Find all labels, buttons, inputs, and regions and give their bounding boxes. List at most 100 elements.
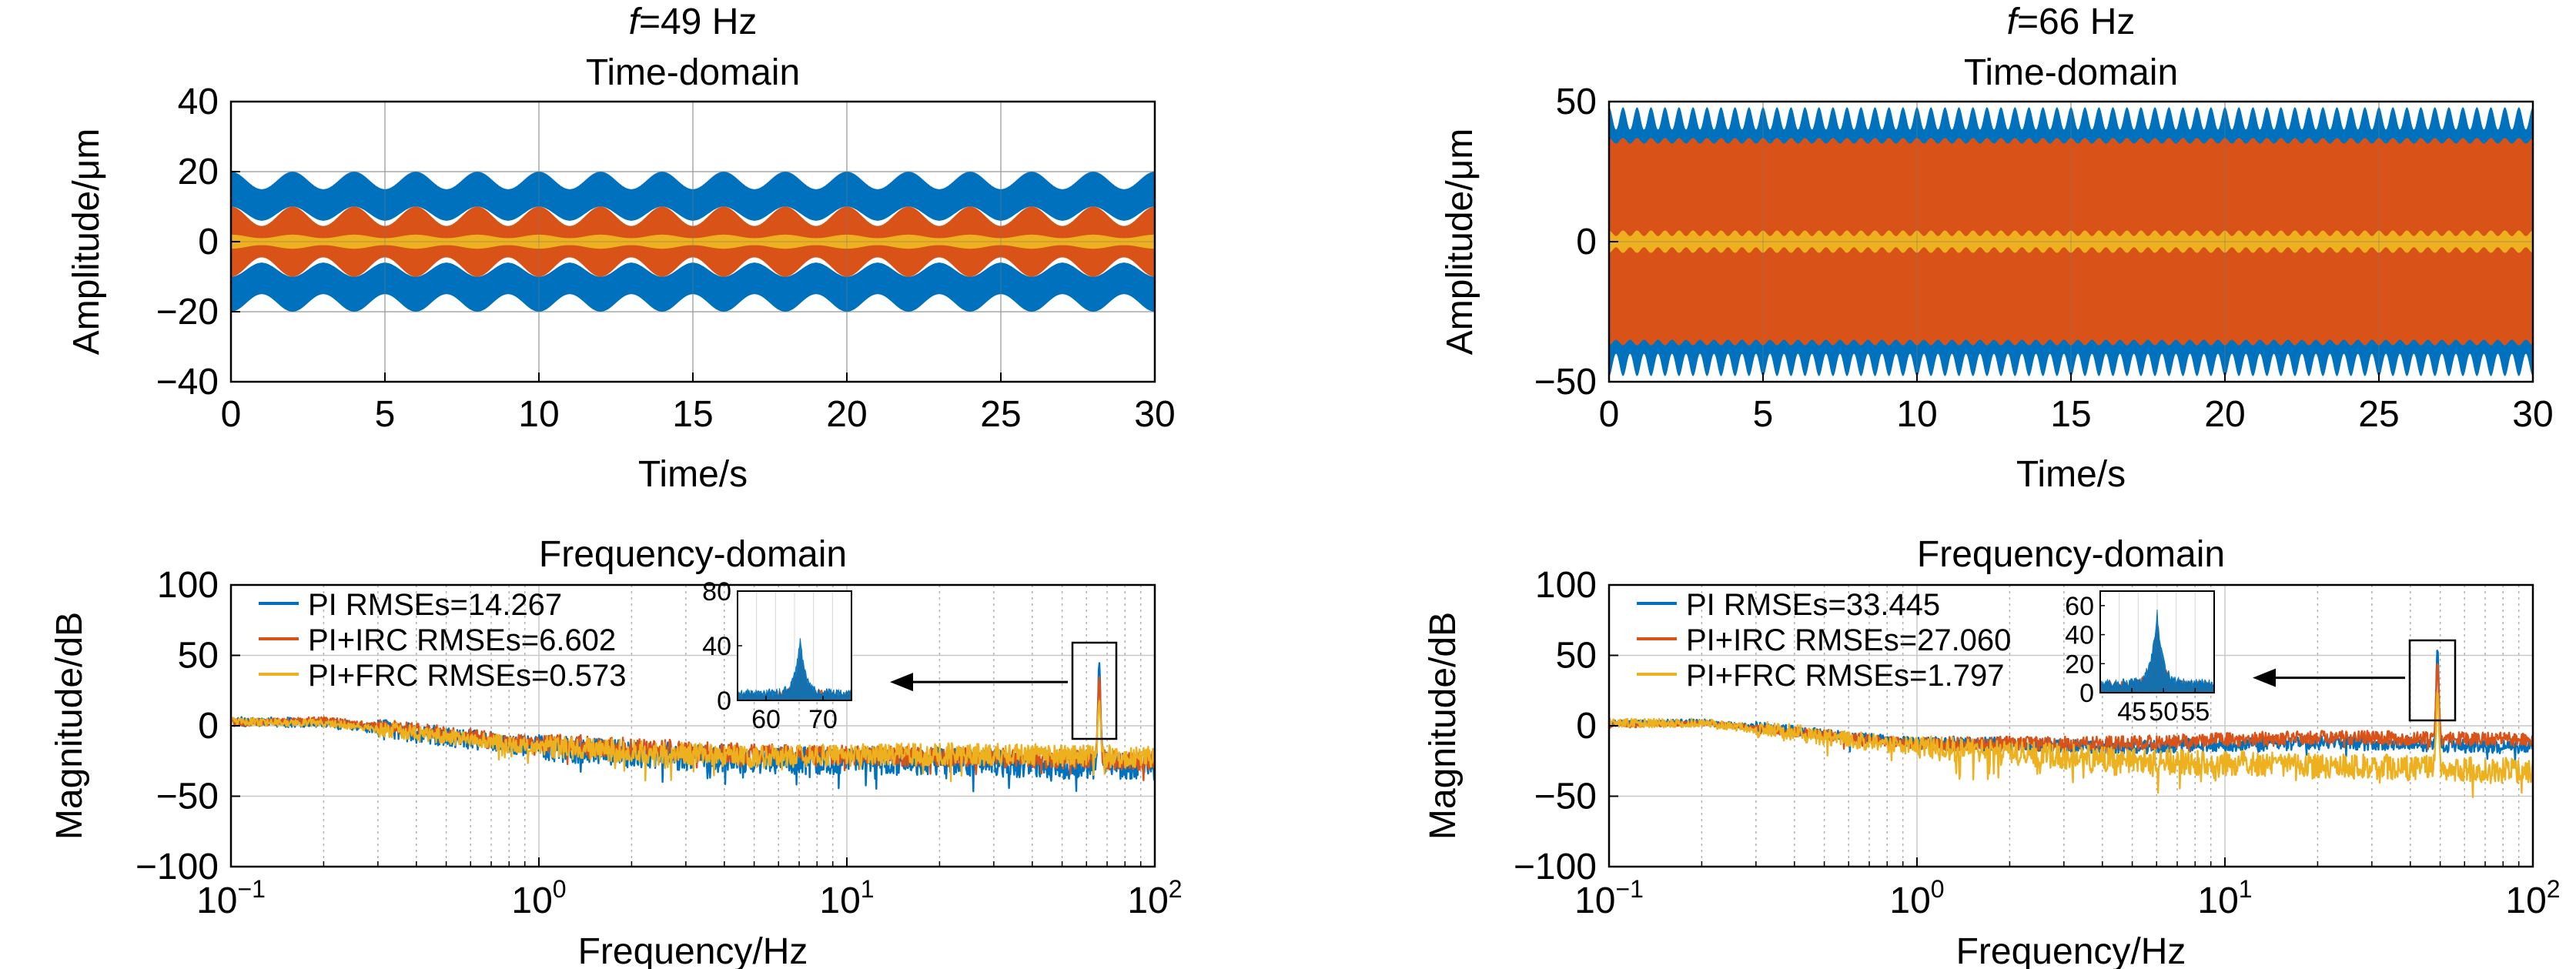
freq-49-title: Frequency-domain (539, 534, 847, 575)
freq-49-y-tick-label-1: −50 (156, 777, 219, 817)
freq-66-ticks: 10−1 100 101 102 −100 −50 0 50 100 (1514, 565, 2561, 921)
freq-49-x-tick-label-0: 10−1 (196, 875, 266, 921)
time-49-y-tick-label-3: 20 (178, 152, 219, 192)
freq-66-zoom-arrow-head (2253, 668, 2276, 687)
freq-66-x-tick-label-2: 101 (2197, 875, 2252, 921)
time-66-x-tick-label-6: 30 (2512, 394, 2553, 435)
freq-66-y-tick-label-2: 0 (1576, 706, 1597, 747)
freq-66-y-tick-label-0: −100 (1514, 847, 1597, 887)
freq-66-panel: 10−1 100 101 102 −100 −50 0 50 100 PI RMSEs=33.4… (1423, 565, 2561, 969)
time-49-x-tick-label-1: 5 (375, 394, 396, 435)
freq-66-x-tick-label-0: 10−1 (1574, 875, 1644, 921)
time-66-x-tick-label-3: 15 (2050, 394, 2091, 435)
time-66-xlabel: Time/s (2016, 454, 2126, 495)
time-49-x-tick-label-0: 0 (221, 394, 242, 435)
freq-49-zoom-arrow-head (890, 673, 913, 692)
time-49-x-tick-label-4: 20 (826, 394, 867, 435)
time-49-x-tick-label-3: 15 (672, 394, 713, 435)
time-49-y-tick-label-1: −20 (156, 292, 219, 332)
time-49-marks (231, 102, 1155, 382)
freq-49-inset-y-tick-label-0: 0 (717, 687, 731, 716)
freq-49-x-tick-label-3: 102 (1127, 875, 1182, 921)
freq-49-y-tick-label-4: 100 (157, 565, 219, 606)
time-49-y-tick-label-2: 0 (198, 222, 219, 262)
time-66-x-tick-label-4: 20 (2204, 394, 2245, 435)
freq-49-inset-x-tick-label-1: 70 (808, 705, 838, 734)
freq-66-inset-x-tick-label-0: 45 (2117, 697, 2146, 727)
freq-49-inset: 0 40 80 60 70 (702, 577, 1118, 740)
time-66-y-tick-label-0: −50 (1534, 362, 1597, 403)
time-66-y-tick-label-2: 50 (1556, 82, 1597, 122)
time-66-y-tick-label-1: 0 (1576, 222, 1597, 262)
freq-49-panel: 10−1 100 101 102 −100 −50 0 50 100 PI RMSEs=14.2… (49, 565, 1183, 969)
freq-49-x-tick-label-2: 101 (819, 875, 874, 921)
freq-66-inset-series-pi (2099, 609, 2215, 693)
freq-49-legend-label-frc: PI+FRC RMSEs=0.573 (308, 659, 627, 693)
freq-49-legend-label-irc: PI+IRC RMSEs=6.602 (308, 623, 616, 657)
time-66-x-tick-label-1: 5 (1753, 394, 1774, 435)
freq-66-y-tick-label-3: 50 (1556, 636, 1597, 677)
time-49-series-frc (231, 234, 1155, 249)
time-66-series-frc (1609, 230, 2533, 253)
freq-49-legend-label-pi: PI RMSEs=14.267 (308, 588, 562, 622)
freq-49-ticks: 10−1 100 101 102 −100 −50 0 50 100 (135, 565, 1183, 921)
freq-66-inset-y-tick-label-1: 20 (2065, 650, 2094, 679)
freq-66-x-tick-label-1: 100 (1889, 875, 1944, 921)
freq-49-inset-y-tick-label-2: 80 (702, 577, 731, 606)
freq-66-inset-y-tick-label-0: 0 (2079, 679, 2094, 708)
freq-66-legend-label-irc: PI+IRC RMSEs=27.060 (1686, 623, 2011, 657)
freq-49-y-tick-label-3: 50 (178, 636, 219, 677)
time-49-title: Time-domain (586, 52, 800, 93)
freq-49-inset-series-pi (737, 638, 852, 701)
freq-66-y-tick-label-1: −50 (1534, 777, 1597, 817)
freq-66-y-tick-label-4: 100 (1535, 565, 1597, 606)
freq-66-legend-label-frc: PI+FRC RMSEs=1.797 (1686, 659, 2005, 693)
freq-49-x-tick-label-1: 100 (511, 875, 566, 921)
freq-49-series-frc (229, 700, 1156, 783)
freq-66-inset-y-tick-label-3: 60 (2065, 592, 2094, 621)
time-49-series-pi-lower (231, 262, 1155, 312)
time-66-ylabel: Amplitude/μm (1440, 129, 1480, 355)
time-66-x-tick-label-5: 25 (2358, 394, 2399, 435)
freq-66-zoom-box (2408, 639, 2457, 722)
time-66-x-tick-label-2: 10 (1896, 394, 1937, 435)
freq-49-inset-x-tick-label-0: 60 (751, 705, 781, 734)
time-49-y-tick-label-0: −40 (156, 362, 219, 403)
freq-66-inset-y-tick-label-2: 40 (2065, 621, 2094, 650)
time-66-marks (1609, 102, 2533, 382)
time-49-x-tick-label-6: 30 (1134, 394, 1175, 435)
freq-49-inset-y-tick-label-1: 40 (702, 632, 731, 661)
time-49-ylabel: Amplitude/μm (66, 129, 107, 355)
time-49-series-pi-upper (231, 172, 1155, 221)
freq-66-legend-label-pi: PI RMSEs=33.445 (1686, 588, 1940, 622)
column-2-title: f=66 Hz (2007, 2, 2136, 42)
freq-66-inset-x-tick-label-2: 55 (2180, 697, 2210, 727)
freq-66-ylabel: Magnitude/dB (1423, 612, 1464, 840)
time-49-y-tick-label-4: 40 (178, 82, 219, 122)
time-49-ticks: 0 5 10 15 20 25 30 −40 −20 0 20 40 (156, 82, 1176, 435)
freq-49-ylabel: Magnitude/dB (49, 612, 90, 840)
freq-49-y-tick-label-2: 0 (198, 706, 219, 747)
freq-49-zoom-box (1071, 641, 1118, 740)
freq-66-xlabel: Frequency/Hz (1956, 931, 2186, 969)
freq-66-series-frc (1607, 691, 2534, 799)
freq-49-y-tick-label-0: −100 (135, 847, 219, 887)
time-49-x-tick-label-5: 25 (980, 394, 1021, 435)
freq-49-xlabel: Frequency/Hz (578, 931, 808, 969)
column-1-title: f=49 Hz (629, 2, 758, 42)
freq-66-title: Frequency-domain (1917, 534, 2225, 575)
freq-66-marks (1607, 650, 2534, 799)
time-49-xlabel: Time/s (638, 454, 748, 495)
freq-49-marks (229, 662, 1156, 793)
time-66-title: Time-domain (1964, 52, 2178, 93)
freq-66-inset-box (2099, 590, 2215, 693)
freq-66-x-tick-label-3: 102 (2505, 875, 2560, 921)
time-66-x-tick-label-0: 0 (1599, 394, 1620, 435)
freq-66-inset-x-tick-label-1: 50 (2149, 697, 2178, 727)
